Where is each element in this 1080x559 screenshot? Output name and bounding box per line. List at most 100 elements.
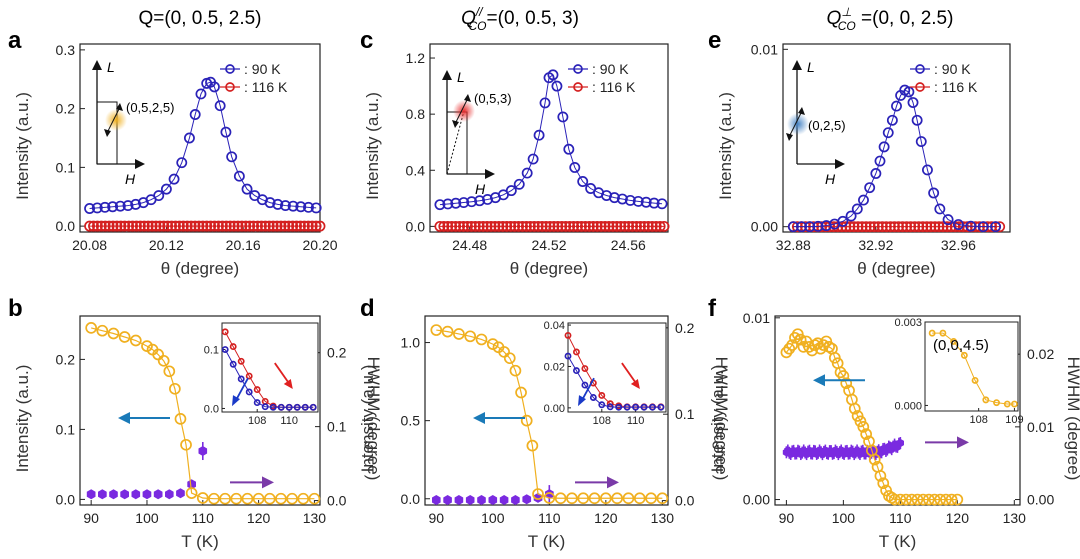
data-point-116k <box>283 220 295 232</box>
data-point-116k <box>852 221 864 233</box>
inset-x-tick-label: 110 <box>627 415 645 427</box>
data-point-116k <box>840 221 852 233</box>
x-tick-label: 90 <box>779 510 795 526</box>
data-point-90k <box>466 196 478 208</box>
data-point-116k <box>650 220 662 232</box>
plot-frame <box>79 315 321 506</box>
data-point-116k <box>103 220 115 232</box>
data-point-116k <box>576 220 587 232</box>
data-point-116k <box>860 221 872 233</box>
intensity-line <box>436 329 663 499</box>
y-tick-label: 0.8 <box>406 106 426 122</box>
data-point-116k <box>173 220 185 232</box>
data-point-90k <box>812 220 824 232</box>
inset-point <box>606 403 614 411</box>
data-point-116k <box>587 220 599 232</box>
series-90k-line <box>793 89 996 228</box>
panel-a: a Q=(0, 0.5, 2.5) 20.08 20.12 20.16 20.20 0.0 0… <box>8 8 338 278</box>
data-point-116k <box>267 220 279 232</box>
plot-frame <box>774 315 1021 506</box>
legend-entry: : 90 K <box>592 61 629 77</box>
data-point-116k <box>603 220 615 232</box>
data-point-116k <box>619 220 631 232</box>
y-tick-label: 0.3 <box>56 42 76 58</box>
data-point-116k <box>154 220 166 232</box>
data-point-116k <box>232 220 244 232</box>
data-point-116k <box>572 220 583 232</box>
intensity-point <box>85 322 98 334</box>
data-point-116k <box>314 220 326 232</box>
hwhm-point <box>499 495 509 505</box>
x-tick-label: 20.20 <box>302 237 337 253</box>
data-point-116k <box>905 221 917 233</box>
hwhm-point <box>131 489 141 500</box>
y-tick-label: 0.2 <box>56 101 76 117</box>
inset-point <box>237 357 245 365</box>
x-tick-label: 130 <box>1003 510 1027 526</box>
data-point-116k <box>298 220 310 232</box>
intensity-point <box>96 324 109 337</box>
data-point-90k <box>130 198 142 210</box>
intensity-point <box>577 492 590 505</box>
data-point-90k <box>183 132 195 144</box>
l-arrowhead <box>792 60 802 70</box>
data-point-116k <box>607 220 619 232</box>
y-right-tick-label: 0.2 <box>327 345 347 361</box>
intensity-point <box>503 352 516 365</box>
panel-label: b <box>8 295 23 322</box>
data-point-116k <box>244 220 256 232</box>
data-point-90k <box>303 201 314 213</box>
data-point-116k <box>107 220 119 232</box>
arrowhead <box>957 436 969 449</box>
schematic-unit-cell <box>96 101 118 165</box>
data-point-116k <box>540 220 552 232</box>
data-point-116k <box>248 220 260 232</box>
data-point-90k <box>804 221 816 233</box>
y-tick-label: 0.0 <box>56 491 76 507</box>
intensity-point <box>794 333 807 346</box>
reciprocal-spot <box>787 113 809 135</box>
y-right-tick-label: 0.02 <box>1027 346 1054 362</box>
data-point-116k <box>627 220 639 232</box>
data-point-116k <box>929 221 941 233</box>
intensity-point <box>945 493 958 506</box>
x-tick-label: 24.56 <box>611 237 646 253</box>
data-point-116k <box>568 220 580 232</box>
plot-frame <box>424 315 669 506</box>
data-point-90k <box>153 190 165 202</box>
intensity-point <box>786 339 798 351</box>
inset-point <box>598 401 606 409</box>
data-point-116k <box>638 220 650 232</box>
inset-point <box>657 403 665 411</box>
inset-arrow-red <box>274 362 290 384</box>
intensity-point <box>308 492 321 505</box>
intensity-point <box>475 333 488 346</box>
intensity-point <box>230 492 243 505</box>
intensity-point <box>566 492 578 505</box>
data-point-116k <box>146 220 158 232</box>
y-right-tick-label: 0.2 <box>675 320 695 336</box>
reciprocal-spot <box>453 100 475 122</box>
intensity-point <box>820 335 833 348</box>
scan-arrowhead <box>452 120 459 128</box>
data-point-116k <box>177 220 189 232</box>
data-point-116k <box>302 220 314 232</box>
x-tick-label: 130 <box>303 510 327 526</box>
panel-label: c <box>360 27 373 54</box>
data-point-90k <box>189 109 201 120</box>
inset-arrow-red <box>621 362 637 384</box>
intensity-point <box>599 492 612 505</box>
data-point-90k <box>458 197 470 208</box>
x-axis-label: θ (degree) <box>510 259 588 278</box>
y-tick-label: 0.00 <box>743 492 770 508</box>
data-point-90k <box>160 183 172 195</box>
plot-frame <box>79 43 321 233</box>
data-point-116k <box>123 220 135 232</box>
y-right-axis-label: HWHM (degree) <box>364 357 383 481</box>
data-point-116k <box>856 221 868 233</box>
data-point-90k <box>474 195 486 207</box>
data-point-90k <box>965 220 977 232</box>
data-point-90k <box>952 219 964 231</box>
intensity-point <box>196 492 209 504</box>
